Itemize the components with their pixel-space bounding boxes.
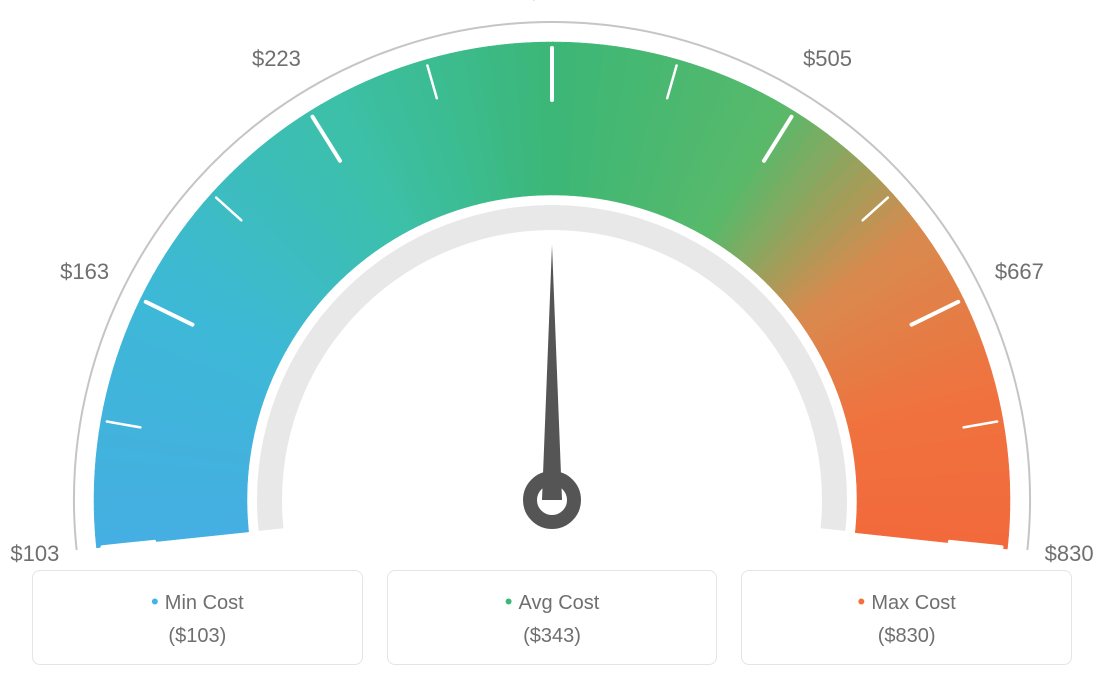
legend-max-label: Max Cost (752, 589, 1061, 615)
gauge-tick-label: $505 (803, 46, 852, 72)
cost-gauge-chart: $103$163$223$343$505$667$830 (0, 0, 1104, 560)
gauge-tick-label: $830 (1045, 541, 1094, 567)
legend-min-label: Min Cost (43, 589, 352, 615)
gauge-tick-label: $163 (60, 259, 109, 285)
gauge-tick-label: $667 (995, 259, 1044, 285)
legend-card-min: Min Cost ($103) (32, 570, 363, 665)
legend-min-value: ($103) (43, 625, 352, 648)
legend-card-avg: Avg Cost ($343) (387, 570, 718, 665)
legend-avg-value: ($343) (398, 625, 707, 648)
legend-row: Min Cost ($103) Avg Cost ($343) Max Cost… (32, 570, 1072, 665)
gauge-needle (542, 245, 562, 500)
legend-card-max: Max Cost ($830) (741, 570, 1072, 665)
gauge-tick-label: $343 (528, 0, 577, 5)
gauge-tick-label: $223 (252, 46, 301, 72)
gauge-svg (0, 0, 1104, 560)
legend-max-value: ($830) (752, 625, 1061, 648)
legend-avg-label: Avg Cost (398, 589, 707, 615)
gauge-tick-label: $103 (10, 541, 59, 567)
